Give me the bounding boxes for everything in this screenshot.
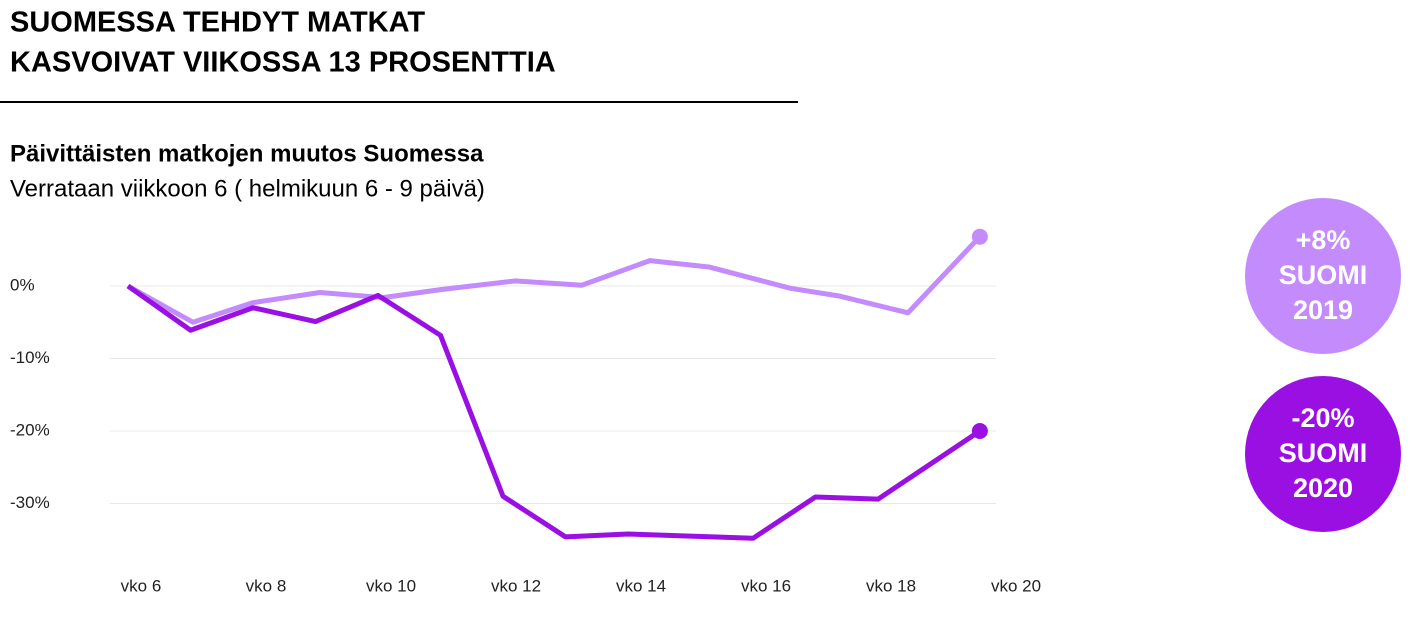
x-tick-label: vko 18	[866, 576, 916, 595]
badge-text: 2020	[1293, 473, 1353, 503]
badge	[1245, 376, 1401, 532]
chart-title: KASVOIVAT VIIKOSSA 13 PROSENTTIA	[10, 47, 556, 79]
badge-text: SUOMI	[1279, 260, 1368, 290]
series-line	[126, 234, 982, 325]
x-tick-label: vko 14	[616, 576, 666, 595]
chart-title: SUOMESSA TEHDYT MATKAT	[10, 7, 425, 39]
badge-text: SUOMI	[1279, 438, 1368, 468]
end-dot	[971, 228, 988, 245]
x-tick-label: vko 10	[366, 576, 416, 595]
x-tick-label: vko 16	[741, 576, 791, 595]
y-tick-label: -10%	[10, 348, 50, 367]
subtitle: Verrataan viikkoon 6 ( helmikuun 6 - 9 p…	[10, 175, 485, 202]
series-line	[126, 283, 982, 541]
end-dot	[971, 423, 988, 439]
x-tick-label: vko 12	[491, 576, 541, 595]
y-tick-label: 0%	[10, 275, 35, 294]
badge	[1245, 198, 1401, 354]
x-tick-label: vko 6	[121, 576, 162, 595]
x-tick-label: vko 20	[991, 576, 1041, 595]
badge-text: +8%	[1296, 225, 1351, 255]
subtitle: Päivittäisten matkojen muutos Suomessa	[10, 140, 484, 167]
x-tick-label: vko 8	[246, 576, 287, 595]
y-tick-label: -20%	[10, 420, 50, 439]
badge-text: 2019	[1293, 295, 1353, 325]
y-tick-label: -30%	[10, 493, 50, 512]
badge-text: -20%	[1291, 403, 1354, 433]
